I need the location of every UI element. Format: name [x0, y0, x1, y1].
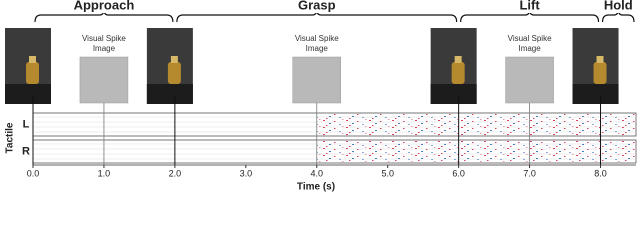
bottle-cap	[454, 56, 462, 63]
photo	[146, 28, 193, 104]
photo	[430, 28, 477, 104]
bottle	[593, 62, 607, 84]
image-caption: Visual Spike	[82, 34, 126, 43]
photo	[572, 28, 619, 104]
figure: Tactile Time (s) Approach Grasp Lift Hold L R…	[5, 0, 637, 193]
spike-image	[292, 56, 342, 104]
label-bg	[294, 0, 339, 13]
row-label: R	[22, 145, 30, 157]
x-tick-label: 2.0	[169, 168, 182, 178]
photo-table	[146, 84, 193, 104]
x-axis-title: Time (s)	[297, 182, 335, 193]
y-axis-title: Tactile	[5, 122, 16, 153]
spike-image	[505, 56, 554, 104]
x-tick-label: 3.0	[240, 168, 253, 178]
bottle	[167, 62, 181, 84]
photo	[5, 28, 51, 104]
photo-table	[5, 84, 51, 104]
bottle-cap	[596, 56, 604, 63]
image-caption: Visual Spike	[508, 34, 552, 43]
bottle-cap	[170, 56, 178, 63]
phase-label: Lift	[519, 0, 540, 12]
x-tick-label: 8.0	[594, 168, 607, 178]
x-tick-label: 6.0	[452, 168, 465, 178]
photo-table	[572, 84, 619, 104]
spike-activity	[316, 114, 635, 135]
image-caption: Image	[306, 44, 329, 53]
label-bg	[70, 0, 138, 13]
x-tick-label: 7.0	[523, 168, 536, 178]
image-caption: Image	[93, 44, 116, 53]
x-tick-label: 4.0	[311, 168, 324, 178]
phase-label: Grasp	[298, 0, 336, 12]
phase-label: Hold	[604, 0, 633, 12]
label-bg	[516, 0, 543, 13]
phase-label: Approach	[74, 0, 135, 12]
spike-activity	[316, 141, 635, 162]
photo-table	[430, 84, 477, 104]
row-label: L	[23, 118, 30, 130]
spike-image	[79, 56, 129, 104]
label-bg	[600, 0, 636, 13]
image-caption: Image	[518, 44, 541, 53]
image-caption: Visual Spike	[295, 34, 339, 43]
bottle-cap	[29, 56, 36, 63]
x-tick-label: 1.0	[98, 168, 111, 178]
bottle	[451, 62, 465, 84]
bottle	[26, 62, 39, 84]
x-tick-label: 5.0	[381, 168, 394, 178]
x-tick-label: 0.0	[27, 168, 40, 178]
